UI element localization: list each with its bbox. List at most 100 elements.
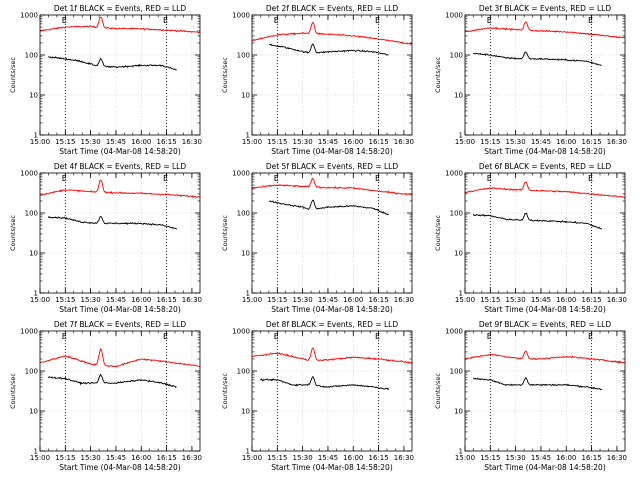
x-tick-label: 16:30 [394,138,414,146]
y-tick-label: 1000 [232,328,250,336]
y-tick-label: 100 [237,210,250,218]
x-tick-label: 16:30 [182,454,202,462]
x-tick-label: 16:00 [556,454,576,462]
x-tick-label: 15:45 [106,296,126,304]
marker-label: E [588,16,593,25]
panel-title: Det 5f BLACK = Events, RED = LLD [266,162,399,171]
x-tick-label: 15:00 [30,454,50,462]
x-tick-label: 15:45 [106,138,126,146]
y-tick-label: 1 [246,290,250,298]
x-tick-label: 15:15 [55,296,75,304]
x-tick-label: 15:30 [293,138,313,146]
x-axis-label: Start Time (04-Mar-08 14:58:20) [271,463,393,472]
x-tick-label: 15:45 [531,296,551,304]
x-tick-label: 15:30 [506,454,526,462]
marker-label: E [487,16,492,25]
panel-title: Det 7f BLACK = Events, RED = LLD [54,320,187,329]
series-line-lld [251,177,413,196]
y-tick-label: 10 [454,92,463,100]
x-axis-label: Start Time (04-Mar-08 14:58:20) [59,147,181,156]
y-tick-label: 1 [246,448,250,456]
x-tick-label: 16:30 [394,296,414,304]
series-line-events [260,376,390,390]
series-line-lld [251,22,413,46]
y-tick-label: 100 [450,210,463,218]
series-line-events [472,377,603,391]
y-tick-label: 1 [459,132,463,140]
marker-label: E [487,332,492,341]
x-axis-label: Start Time (04-Mar-08 14:58:20) [59,463,181,472]
panel-8: Det 8f BLACK = Events, RED = LLD E E 1 10 100… [221,320,414,472]
y-tick-label: 100 [25,368,38,376]
x-tick-label: 15:30 [81,296,101,304]
x-tick-label: 16:30 [607,138,627,146]
x-tick-label: 15:15 [480,296,500,304]
y-tick-label: 10 [454,250,463,258]
y-axis-label: Counts/sec [434,57,442,93]
marker-label: E [163,16,168,25]
x-tick-label: 15:00 [30,296,50,304]
plot-frame [464,330,626,452]
x-tick-label: 16:00 [343,454,363,462]
x-axis-label: Start Time (04-Mar-08 14:58:20) [59,305,181,314]
x-tick-label: 16:15 [581,138,601,146]
panel-title: Det 2f BLACK = Events, RED = LLD [266,4,399,13]
series-line-lld [251,347,413,364]
y-tick-label: 1 [459,448,463,456]
y-tick-label: 1000 [232,12,250,20]
x-tick-label: 15:00 [242,296,262,304]
marker-label: E [588,174,593,183]
x-tick-label: 15:00 [455,454,475,462]
y-tick-label: 1000 [20,328,38,336]
x-tick-label: 15:45 [318,454,338,462]
x-tick-label: 15:30 [293,454,313,462]
series-line-events [47,215,178,230]
panel-6: Det 6f BLACK = Events, RED = LLD E E 1 10 100… [434,162,627,314]
x-tick-label: 15:00 [455,138,475,146]
y-tick-label: 100 [450,368,463,376]
panel-7: Det 7f BLACK = Events, RED = LLD E E 1 10 100… [9,320,202,472]
plot-frame [39,172,201,294]
panel-2: Det 2f BLACK = Events, RED = LLD E E 1 10 100… [221,4,414,156]
y-tick-label: 10 [29,250,38,258]
series-line-lld [464,181,626,199]
x-tick-label: 16:15 [156,138,176,146]
y-tick-label: 1 [459,290,463,298]
x-tick-label: 15:45 [531,138,551,146]
x-tick-label: 15:30 [293,296,313,304]
x-tick-label: 16:00 [556,138,576,146]
x-tick-label: 16:00 [343,138,363,146]
marker-label: E [163,332,168,341]
x-tick-label: 16:00 [556,296,576,304]
plot-frame [39,14,201,136]
y-axis-label: Counts/sec [221,215,229,251]
marker-label: E [375,332,380,341]
panel-5: Det 5f BLACK = Events, RED = LLD E E 1 10 100… [221,162,414,314]
x-tick-label: 16:30 [607,296,627,304]
plot-frame [464,14,626,136]
marker-label: E [62,174,67,183]
plot-frame [251,14,413,136]
x-tick-label: 15:00 [455,296,475,304]
x-tick-label: 15:45 [318,138,338,146]
x-tick-label: 15:30 [81,454,101,462]
x-tick-label: 16:15 [156,296,176,304]
x-tick-label: 15:45 [318,296,338,304]
x-tick-label: 16:30 [182,296,202,304]
x-tick-label: 15:15 [55,454,75,462]
x-tick-label: 16:15 [368,454,388,462]
panel-title: Det 1f BLACK = Events, RED = LLD [54,4,187,13]
x-tick-label: 15:45 [106,454,126,462]
x-tick-label: 16:30 [394,454,414,462]
panel-title: Det 8f BLACK = Events, RED = LLD [266,320,399,329]
y-axis-label: Counts/sec [9,57,17,93]
series-line-lld [39,348,201,368]
y-tick-label: 1000 [445,12,463,20]
y-tick-label: 10 [241,92,250,100]
y-tick-label: 1000 [232,170,250,178]
x-tick-label: 15:15 [480,454,500,462]
x-tick-label: 16:15 [368,138,388,146]
y-axis-label: Counts/sec [9,373,17,409]
panel-1: Det 1f BLACK = Events, RED = LLD E E 1 10 100… [9,4,202,156]
marker-label: E [62,332,67,341]
